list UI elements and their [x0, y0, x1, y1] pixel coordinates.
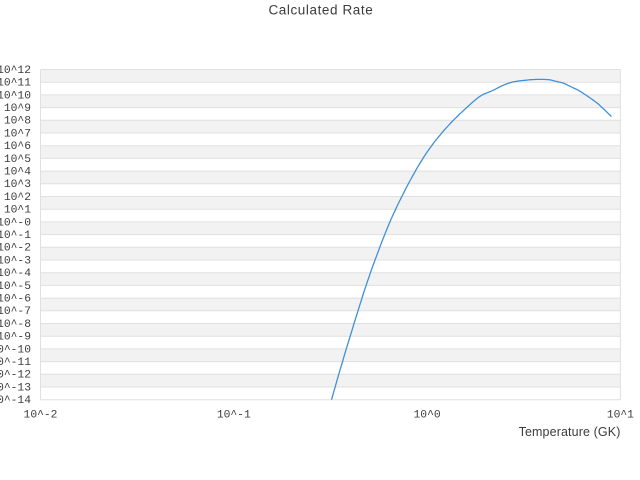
svg-text:10^-8: 10^-8: [0, 319, 31, 331]
svg-text:10^2: 10^2: [4, 192, 31, 204]
svg-text:10^-5: 10^-5: [0, 281, 31, 293]
svg-text:10^-2: 10^-2: [0, 243, 31, 255]
svg-text:10^-10: 10^-10: [0, 344, 31, 356]
svg-text:10^10: 10^10: [0, 90, 31, 102]
svg-text:10^12: 10^12: [0, 65, 31, 77]
svg-text:10^-14: 10^-14: [0, 395, 31, 407]
svg-text:10^9: 10^9: [4, 103, 31, 115]
svg-text:10^-3: 10^-3: [0, 255, 31, 267]
svg-text:10^8: 10^8: [4, 116, 31, 128]
svg-text:10^1: 10^1: [607, 410, 634, 422]
svg-text:10^-0: 10^-0: [0, 217, 31, 229]
svg-text:10^-1: 10^-1: [217, 410, 251, 422]
svg-text:10^-1: 10^-1: [0, 230, 31, 242]
svg-text:10^3: 10^3: [4, 179, 31, 191]
svg-text:10^-6: 10^-6: [0, 294, 31, 306]
svg-text:Temperature (GK): Temperature (GK): [519, 425, 621, 439]
svg-text:10^0: 10^0: [414, 410, 441, 422]
svg-text:10^6: 10^6: [4, 141, 31, 153]
svg-text:10^-4: 10^-4: [0, 268, 31, 280]
svg-text:10^-2: 10^-2: [24, 410, 58, 422]
svg-text:10^11: 10^11: [0, 78, 31, 90]
svg-text:10^-13: 10^-13: [0, 382, 31, 394]
svg-text:10^7: 10^7: [4, 128, 31, 140]
svg-text:10^1: 10^1: [4, 205, 31, 217]
svg-text:10^-9: 10^-9: [0, 332, 31, 344]
svg-text:10^-12: 10^-12: [0, 370, 31, 382]
svg-text:10^5: 10^5: [4, 154, 31, 166]
svg-text:10^-11: 10^-11: [0, 357, 31, 369]
svg-text:10^-7: 10^-7: [0, 306, 31, 318]
svg-text:Calculated Rate: Calculated Rate: [268, 3, 372, 18]
svg-text:10^4: 10^4: [4, 167, 31, 179]
